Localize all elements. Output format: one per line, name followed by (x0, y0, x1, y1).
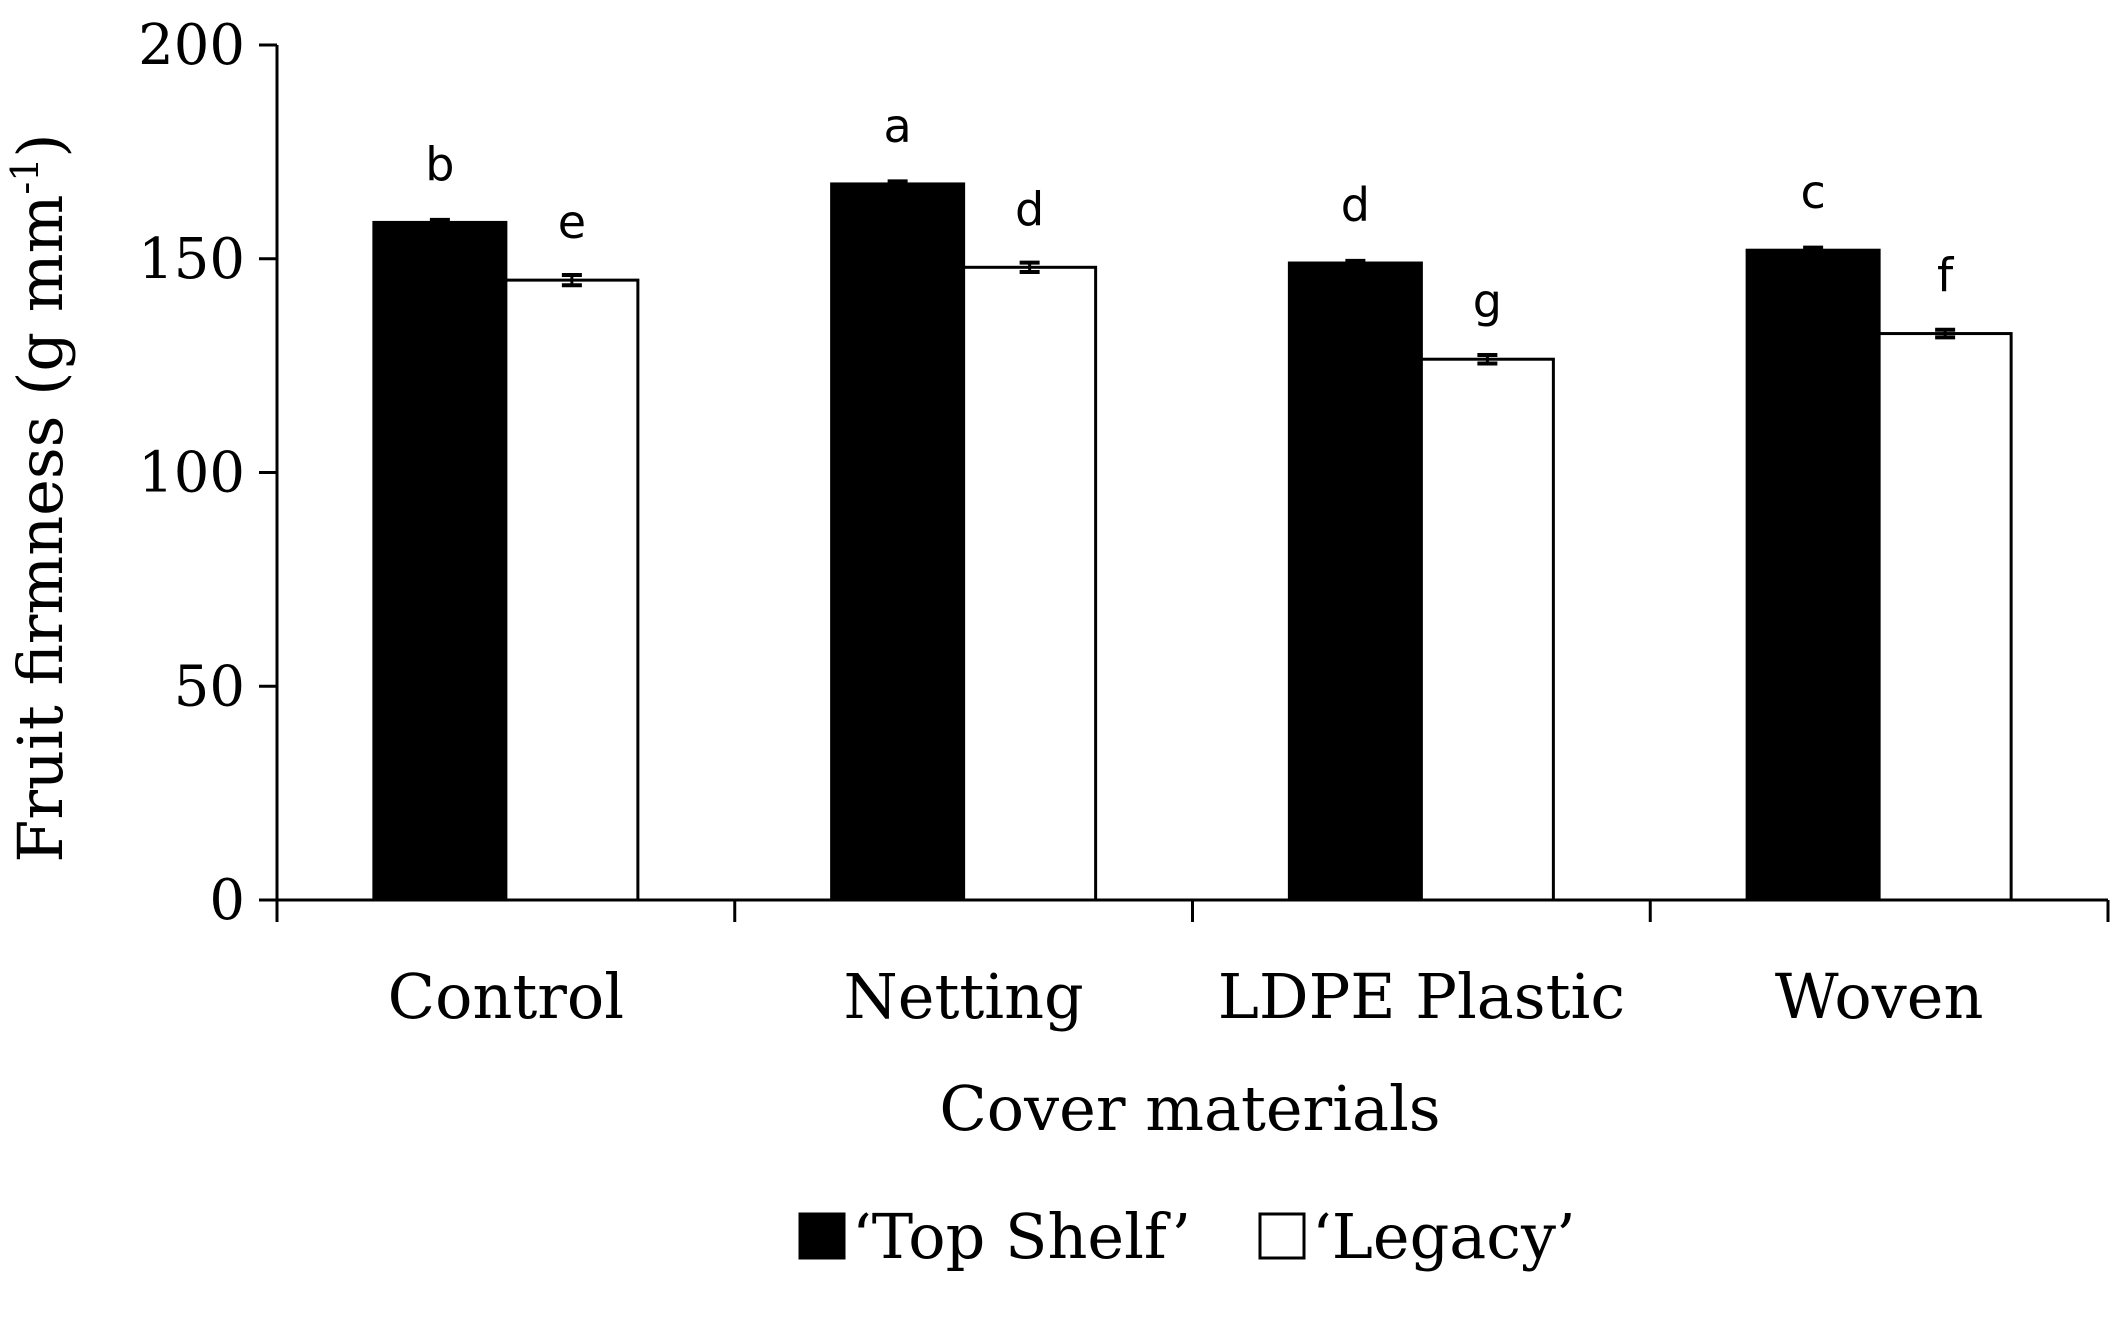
significance-label: c (1800, 165, 1825, 219)
bar-top-shelf-ldpe-plastic (1287, 261, 1423, 902)
legend-swatch-top-shelf (798, 1212, 846, 1260)
significance-label: d (1015, 182, 1044, 236)
axes-layer (259, 43, 2110, 922)
bar-top-shelf-netting (830, 182, 966, 902)
bar-legacy-ldpe-plastic (1419, 357, 1555, 902)
y-axis-title-close: ) (4, 133, 77, 157)
x-tick-label: Control (388, 960, 624, 1033)
x-tick-label: LDPE Plastic (1218, 960, 1625, 1033)
y-tick-label: 50 (174, 654, 245, 719)
significance-label: e (558, 195, 586, 249)
legend: ‘Top Shelf’ ‘Legacy’ (798, 1200, 1576, 1273)
x-axis-title: Cover materials (939, 1072, 1440, 1145)
y-tick-label: 0 (209, 868, 245, 933)
bar-legacy-woven (1877, 332, 2013, 902)
x-tick-label: Woven (1775, 960, 1984, 1033)
y-axis-title: Fruit firmness (g mm-1) (3, 133, 77, 862)
x-tick-label: Netting (844, 960, 1084, 1033)
significance-label: f (1937, 249, 1955, 303)
significance-label: d (1341, 178, 1370, 232)
significance-label: g (1473, 274, 1502, 328)
significance-label: a (884, 99, 912, 153)
significance-label: b (425, 137, 454, 191)
y-axis-title-superscript: -1 (3, 158, 47, 195)
y-axis-title-main: Fruit firmness (g mm (4, 195, 77, 863)
legend-label-top-shelf: ‘Top Shelf’ (852, 1200, 1191, 1273)
bar-top-shelf-woven (1745, 248, 1881, 902)
legend-label-legacy: ‘Legacy’ (1312, 1200, 1576, 1273)
y-tick-label: 150 (138, 227, 245, 292)
bar-legacy-control (504, 278, 640, 902)
bar-top-shelf-control (372, 220, 508, 902)
y-tick-label: 100 (138, 441, 245, 506)
bars-layer (372, 179, 2013, 902)
labels-layer: b e Control a d Netting d g LDPE Plastic c f Woven 0… (138, 13, 1983, 1033)
bar-legacy-netting (962, 265, 1098, 902)
y-tick-label: 200 (138, 13, 245, 78)
legend-swatch-legacy (1258, 1212, 1306, 1260)
